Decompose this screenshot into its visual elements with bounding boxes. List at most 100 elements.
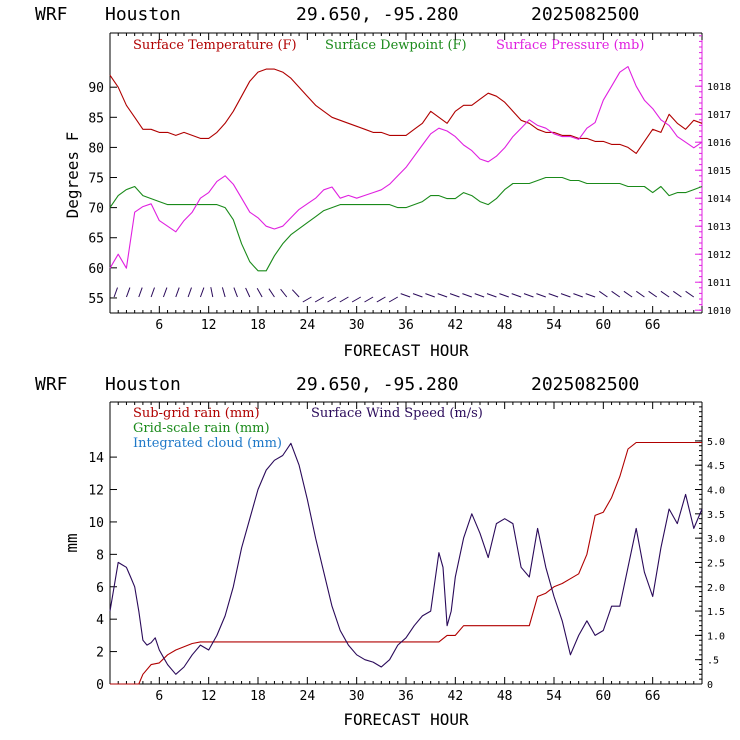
wind-barb <box>660 290 670 298</box>
panel2-y2tick-label: 2.5 <box>707 558 725 569</box>
wind-barb <box>437 293 448 298</box>
panel2-xtick-label: 24 <box>300 689 316 704</box>
wind-barb <box>486 293 497 298</box>
wind-barb <box>573 293 583 298</box>
wind-barb <box>536 293 546 298</box>
wind-barb <box>585 293 596 298</box>
wind-barb <box>611 290 621 298</box>
panel1-ytick-label: 65 <box>88 232 104 247</box>
wind-barb <box>599 290 608 298</box>
panel2-xtick-label: 54 <box>546 689 562 704</box>
wind-barb <box>523 293 534 298</box>
panel1-xtick-label: 48 <box>497 318 513 333</box>
panel1-y2tick-label: 1011 <box>707 278 731 289</box>
wind-barb <box>314 296 325 303</box>
panel1-y2tick-label: 1013 <box>707 222 731 233</box>
wind-barb <box>511 293 522 298</box>
wind-barb <box>125 287 131 298</box>
panel2-location: Houston <box>105 374 181 395</box>
wind-barb <box>376 296 386 303</box>
wind-barb <box>175 287 180 298</box>
legend-dewpoint: Surface Dewpoint (F) <box>325 38 467 53</box>
panel1-ytick-label: 85 <box>88 111 104 126</box>
wind-barb <box>280 288 288 298</box>
wind-barb <box>449 293 460 298</box>
panel2-xtick-label: 42 <box>448 689 464 704</box>
panel1-ytick-label: 80 <box>88 141 104 156</box>
wind-barb <box>327 296 337 303</box>
panel1-xtick-label: 30 <box>349 318 365 333</box>
wind-barb <box>233 287 238 298</box>
legend-subgrid-rain: Sub-grid rain (mm) <box>133 406 260 421</box>
panel1-ylabel: Degrees F <box>63 132 82 219</box>
panel2-y2tick-label: 4.0 <box>707 486 725 497</box>
panel1-ytick-label: 90 <box>88 81 104 96</box>
wind-barb <box>648 290 658 298</box>
wind-barb <box>268 288 275 298</box>
panel2-y2tick-label: 0 <box>707 680 713 691</box>
panel2-series-subgrid <box>110 441 702 685</box>
panel2-xtick-label: 48 <box>497 689 513 704</box>
wind-barb <box>187 287 192 298</box>
panel1-xtick-label: 12 <box>201 318 217 333</box>
wind-barb <box>425 293 435 298</box>
panel2-xtick-label: 66 <box>645 689 661 704</box>
wind-barb <box>560 293 571 298</box>
panel2-ytick-label: 12 <box>88 484 104 499</box>
panel1-y2tick-label: 1010 <box>707 306 731 317</box>
wind-barb <box>364 296 374 303</box>
panel2-model: WRF <box>35 374 68 395</box>
legend-pressure: Surface Pressure (mb) <box>496 38 644 53</box>
wind-barb <box>302 296 312 303</box>
panel1-ytick-label: 70 <box>88 202 104 217</box>
panel1-location: Houston <box>105 4 181 25</box>
panel1-xtick-label: 42 <box>448 318 464 333</box>
panel1-ytick-label: 75 <box>88 172 104 187</box>
panel2-ylabel: mm <box>62 533 81 552</box>
panel2-y2tick-label: 1.5 <box>707 607 725 618</box>
panel2-xtick-label: 36 <box>398 689 414 704</box>
wind-barb <box>351 296 362 303</box>
wind-barb <box>623 290 633 298</box>
panel2-y2tick-label: 3.5 <box>707 510 725 521</box>
plot-layer: 6 12 18 24 30 36 42 48 54 60 665560657075808590101… <box>88 32 731 704</box>
panel2-ytick-label: 10 <box>88 516 104 531</box>
wind-barb <box>388 296 399 303</box>
panel2-ytick-label: 4 <box>96 613 104 628</box>
wind-barb <box>673 290 682 298</box>
panel2-ytick-label: 0 <box>96 678 104 693</box>
panel2-ytick-label: 2 <box>96 646 104 661</box>
panel2-series-wind <box>109 442 703 675</box>
panel2-y2tick-label: 2.0 <box>707 583 725 594</box>
wind-barb <box>462 293 472 298</box>
panel1-run: 2025082500 <box>531 4 639 25</box>
panel1-xtick-label: 66 <box>645 318 661 333</box>
wind-barb <box>138 287 143 298</box>
panel1-xtick-label: 54 <box>546 318 562 333</box>
panel1-xtick-label: 60 <box>596 318 612 333</box>
panel1-y2tick-label: 1014 <box>707 194 731 205</box>
panel1-xtick-label: 36 <box>398 318 414 333</box>
wind-barb <box>474 293 485 298</box>
legend-temperature: Surface Temperature (F) <box>133 38 297 53</box>
panel2-xtick-label: 18 <box>250 689 266 704</box>
panel2-y2tick-label: 3.0 <box>707 534 725 545</box>
wind-barb <box>400 293 411 298</box>
wind-barb <box>636 290 645 298</box>
static-layer: WRF Houston 29.650, -95.280 2025082500 S… <box>35 4 644 729</box>
wind-barb <box>210 287 214 298</box>
panel1-xtick-label: 24 <box>300 318 316 333</box>
panel2-xtick-label: 12 <box>201 689 217 704</box>
panel2-ytick-label: 14 <box>88 451 104 466</box>
wind-barb <box>291 289 300 298</box>
panel1-y2tick-label: 1012 <box>707 250 731 261</box>
panel1-y2tick-label: 1015 <box>707 166 731 177</box>
panel1-xlabel: FORECAST HOUR <box>343 341 469 360</box>
panel1-series-dewpoint <box>109 176 703 272</box>
legend-integrated-cloud: Integrated cloud (mm) <box>133 436 282 451</box>
wind-barb <box>548 293 559 298</box>
wind-barb <box>221 287 226 298</box>
panel2-ytick-label: 8 <box>96 548 104 563</box>
panel1-y2tick-label: 1018 <box>707 82 731 93</box>
